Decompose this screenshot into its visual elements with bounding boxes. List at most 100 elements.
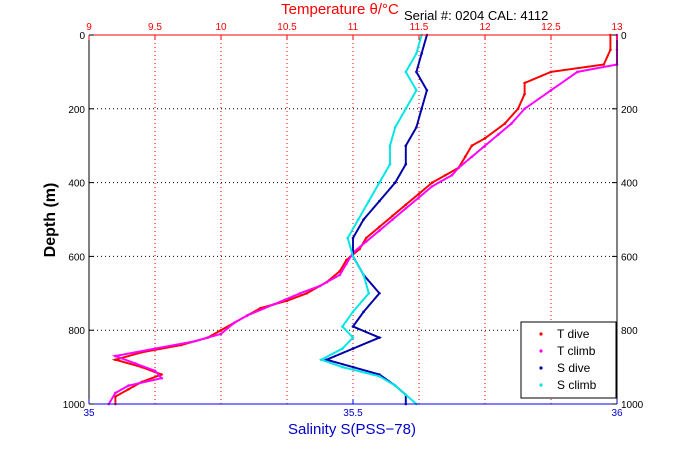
data-point xyxy=(246,314,249,317)
data-point xyxy=(378,375,381,378)
depth-tick-label-right: 800 xyxy=(621,326,638,337)
y-axis-label: Depth (m) xyxy=(42,183,59,258)
data-point xyxy=(393,384,397,387)
depth-tick-label-right: 0 xyxy=(621,31,627,42)
temperature-tick-label: 11.5 xyxy=(410,22,429,33)
data-point xyxy=(549,70,553,74)
series-layer xyxy=(107,33,619,406)
data-point xyxy=(393,126,397,129)
depth-tick-label-left: 0 xyxy=(79,31,85,42)
data-point xyxy=(338,269,342,273)
data-point xyxy=(272,303,276,306)
data-point xyxy=(351,310,355,314)
legend-marker xyxy=(539,366,543,370)
data-point xyxy=(430,181,434,184)
data-point xyxy=(232,321,236,325)
depth-tick-label-left: 1000 xyxy=(63,400,86,411)
data-point xyxy=(510,122,513,125)
data-point xyxy=(114,354,117,358)
data-point xyxy=(378,225,381,229)
data-point xyxy=(364,236,368,240)
data-point xyxy=(430,185,434,188)
temperature-tick-label: 10.5 xyxy=(277,22,297,33)
temperature-tick-label: 11 xyxy=(348,22,359,33)
data-point xyxy=(404,203,408,206)
data-point xyxy=(404,144,408,147)
data-point xyxy=(357,218,360,221)
data-point xyxy=(320,358,323,362)
series-s-climb xyxy=(318,33,423,406)
serial-annotation: Serial #: 0204 CAL: 4112 xyxy=(404,8,548,23)
depth-tick-label-left: 200 xyxy=(68,105,85,116)
data-point xyxy=(609,48,612,52)
data-point xyxy=(404,162,408,166)
temperature-tick-label: 13 xyxy=(611,22,623,33)
data-point xyxy=(193,340,196,343)
data-point xyxy=(346,236,350,240)
legend-marker xyxy=(539,383,543,387)
data-point xyxy=(417,192,421,195)
data-point xyxy=(345,262,348,266)
depth-tick-label-right: 600 xyxy=(621,252,638,263)
temperature-tick-label: 9.5 xyxy=(148,22,162,33)
legend-marker xyxy=(539,349,543,353)
data-point xyxy=(549,89,553,92)
depth-tick-label-right: 1000 xyxy=(621,400,644,411)
legend-box xyxy=(520,321,617,399)
data-point xyxy=(341,365,344,369)
salinity-tick-label: 35 xyxy=(83,408,95,419)
salinity-tick-label: 35.5 xyxy=(343,408,363,419)
data-point xyxy=(602,63,606,66)
chart-title: Temperature θ/°C xyxy=(281,1,399,18)
data-point xyxy=(362,273,365,277)
data-point xyxy=(378,199,381,203)
data-point xyxy=(391,214,394,218)
data-point xyxy=(404,393,408,397)
series-t-dive xyxy=(111,33,612,406)
data-point xyxy=(523,107,526,111)
data-point xyxy=(362,218,365,221)
data-point xyxy=(351,325,355,328)
temperature-tick-label: 9 xyxy=(86,22,92,33)
data-point xyxy=(160,373,163,376)
data-point xyxy=(404,70,408,74)
data-point xyxy=(351,365,355,369)
data-point xyxy=(351,255,355,258)
data-point xyxy=(415,70,418,74)
data-point xyxy=(523,92,526,96)
data-point xyxy=(415,89,418,92)
data-point xyxy=(114,391,117,395)
data-point xyxy=(404,107,408,111)
series-trace xyxy=(318,34,423,405)
legend-label: S climb xyxy=(557,378,597,392)
legend-label: S dive xyxy=(557,361,591,375)
data-point xyxy=(576,70,579,74)
data-point xyxy=(153,347,157,350)
x-axis-label: Salinity S(PSS−78) xyxy=(288,421,416,438)
data-point xyxy=(114,395,117,398)
depth-tick-label-right: 400 xyxy=(621,179,638,190)
axes-layer: 9 9.5 10 10.5 11 11.5 12 12.5 13 35 35.5 36 0 0 200 200… xyxy=(63,22,644,419)
temperature-tick-label: 12 xyxy=(479,22,491,33)
data-point xyxy=(470,144,474,147)
depth-tick-label-left: 400 xyxy=(68,179,85,190)
legend-label: T dive xyxy=(557,327,590,341)
data-point xyxy=(417,196,421,199)
data-point xyxy=(425,89,429,92)
data-point xyxy=(351,336,355,339)
data-point xyxy=(338,273,342,277)
data-point xyxy=(160,376,163,380)
data-point xyxy=(219,332,223,336)
data-point xyxy=(153,369,157,373)
data-point xyxy=(351,347,355,350)
data-point xyxy=(470,155,474,159)
depth-tick-label-left: 600 xyxy=(68,252,85,263)
data-point xyxy=(114,358,117,362)
data-point xyxy=(133,362,137,365)
data-point xyxy=(457,166,460,170)
data-point xyxy=(388,162,392,166)
data-point xyxy=(444,173,447,177)
data-point xyxy=(388,144,392,147)
